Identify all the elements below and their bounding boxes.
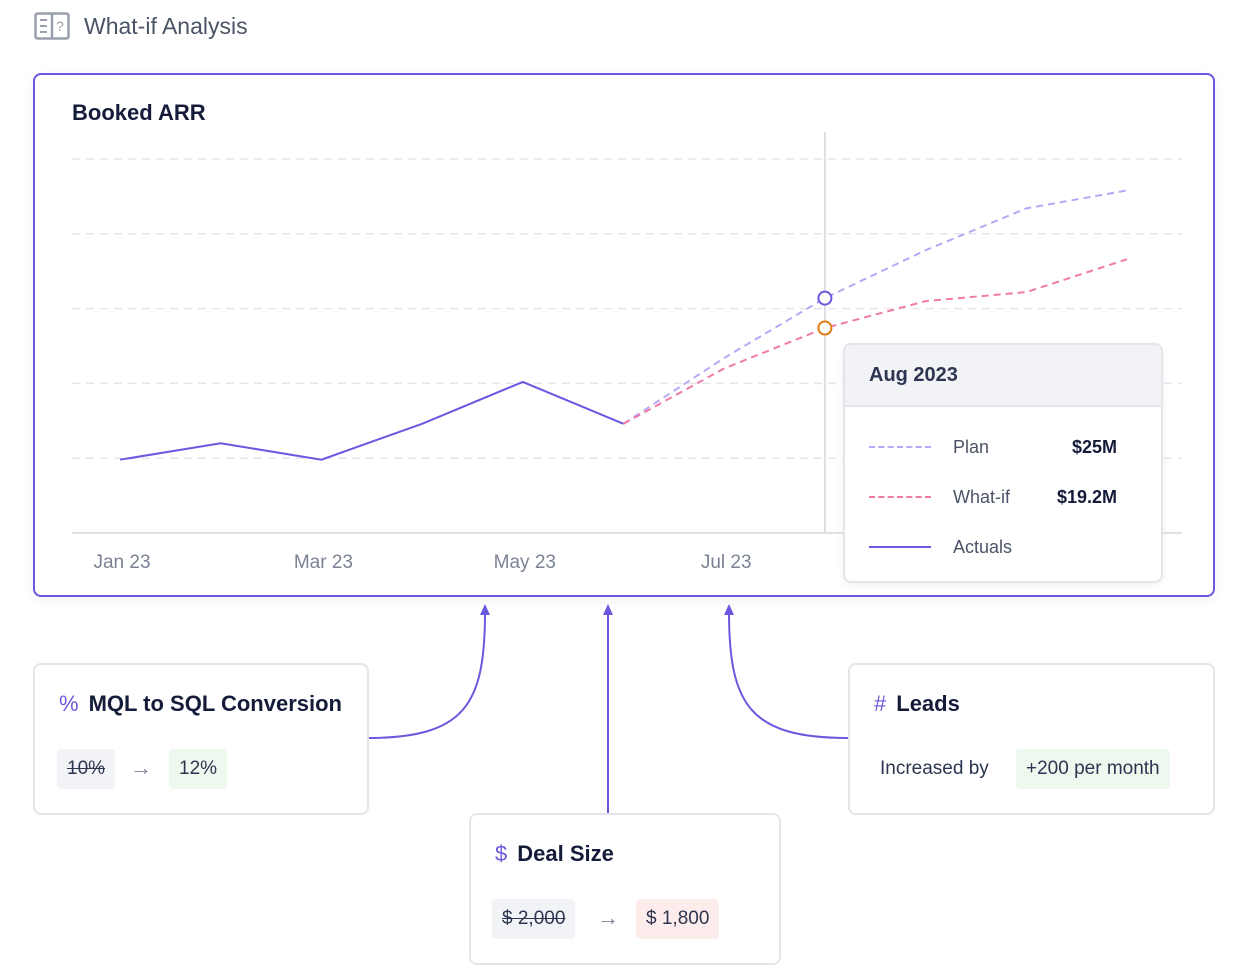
legend-swatch-whatif (869, 496, 931, 498)
driver-card-deal-size[interactable]: $ Deal Size $ 2,000 → $ 1,800 (469, 813, 781, 965)
new-value: $ 1,800 (636, 899, 720, 939)
old-value: 10% (57, 749, 116, 789)
series-line-whatif (623, 258, 1128, 425)
chart-tooltip: Aug 2023 Plan $25M What-if $19.2M Actual… (843, 343, 1163, 583)
driver-prefix: Increased by (880, 758, 989, 779)
driver-title: MQL to SQL Conversion (88, 691, 342, 716)
dollar-icon: $ (495, 841, 508, 866)
tooltip-label: What-if (953, 486, 1011, 507)
tooltip-value: $19.2M (1056, 486, 1117, 507)
x-tick-label: May 23 (493, 552, 556, 573)
arrowhead-up-icon (603, 604, 613, 615)
chart-title: Booked ARR (72, 100, 206, 125)
tooltip-row-whatif: What-if $19.2M (869, 485, 1139, 509)
page-title: What-if Analysis (84, 12, 248, 39)
arrow-right-icon: → (597, 905, 619, 930)
arrowhead-up-icon (480, 604, 490, 615)
new-value: +200 per month (1016, 749, 1170, 789)
tooltip-title: Aug 2023 (845, 345, 1161, 407)
tooltip-value: $25M (1071, 436, 1117, 457)
book-question-icon: ? (34, 12, 70, 40)
tooltip-row-actuals: Actuals (869, 535, 1139, 559)
driver-card-leads[interactable]: # Leads Increased by +200 per month (848, 663, 1215, 815)
series-line-plan (622, 189, 1128, 425)
driver-title: Leads (896, 691, 960, 716)
x-tick-label: Jan 23 (93, 552, 151, 573)
page-header: ? What-if Analysis (34, 10, 248, 42)
driver-card-mql[interactable]: % MQL to SQL Conversion 10% → 12% (33, 663, 369, 815)
whatif-marker (817, 320, 833, 336)
tooltip-label: Actuals (953, 536, 1013, 557)
old-value: $ 2,000 (492, 899, 576, 939)
legend-swatch-actuals (869, 546, 931, 548)
driver-title: Deal Size (517, 841, 614, 866)
legend-swatch-plan (869, 446, 931, 448)
series-line-actuals (119, 380, 624, 461)
connector-leads (728, 611, 849, 739)
x-tick-label: Jul 23 (700, 552, 752, 573)
plan-marker (817, 290, 833, 306)
percent-icon: % (59, 691, 79, 716)
tooltip-row-plan: Plan $25M (869, 435, 1139, 459)
svg-text:?: ? (56, 18, 64, 34)
arrow-right-icon: → (130, 755, 152, 780)
new-value: 12% (169, 749, 228, 789)
connector-mql (366, 611, 486, 739)
hash-icon: # (874, 691, 887, 716)
x-tick-label: Mar 23 (293, 552, 353, 573)
tooltip-label: Plan (953, 436, 990, 457)
arrowhead-up-icon (724, 604, 734, 615)
